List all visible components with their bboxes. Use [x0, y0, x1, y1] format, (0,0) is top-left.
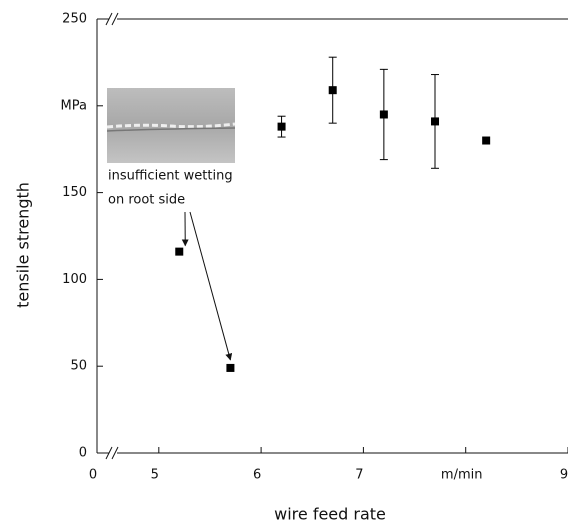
- y-tick-label: 50: [70, 359, 87, 374]
- x-tick-label: m/min: [441, 468, 483, 483]
- point: [379, 110, 388, 119]
- x-axis-title: wire feed rate: [274, 505, 386, 524]
- x-tick-label: 5: [151, 468, 159, 483]
- x-tick-label: 7: [355, 468, 363, 483]
- point: [431, 117, 440, 126]
- point: [226, 363, 235, 372]
- x-tick-label: 9: [560, 468, 568, 483]
- point: [277, 122, 286, 131]
- axis-break: [105, 446, 113, 460]
- axis-break: [111, 446, 119, 460]
- axis-break-gap: [109, 450, 117, 456]
- point: [328, 86, 337, 95]
- point: [175, 247, 184, 256]
- y-tick-label: 250: [62, 12, 87, 27]
- point: [482, 136, 491, 145]
- axis-break-gap: [109, 16, 117, 22]
- inset-photo: [106, 88, 236, 163]
- axis-break: [111, 12, 119, 26]
- x-tick-label: 6: [253, 468, 261, 483]
- y-tick-label: 0: [79, 446, 87, 461]
- annotation-arrow: [189, 211, 233, 361]
- y-tick-label: MPa: [61, 98, 87, 113]
- y-tick-label: 150: [62, 185, 87, 200]
- annotation: on root side: [108, 193, 185, 208]
- annotation: insufficient wetting: [108, 169, 233, 184]
- axis-break: [105, 12, 113, 26]
- x-tick-label: 0: [89, 468, 97, 483]
- y-tick-label: 100: [62, 272, 87, 287]
- y-axis-title: tensile strength: [14, 182, 33, 308]
